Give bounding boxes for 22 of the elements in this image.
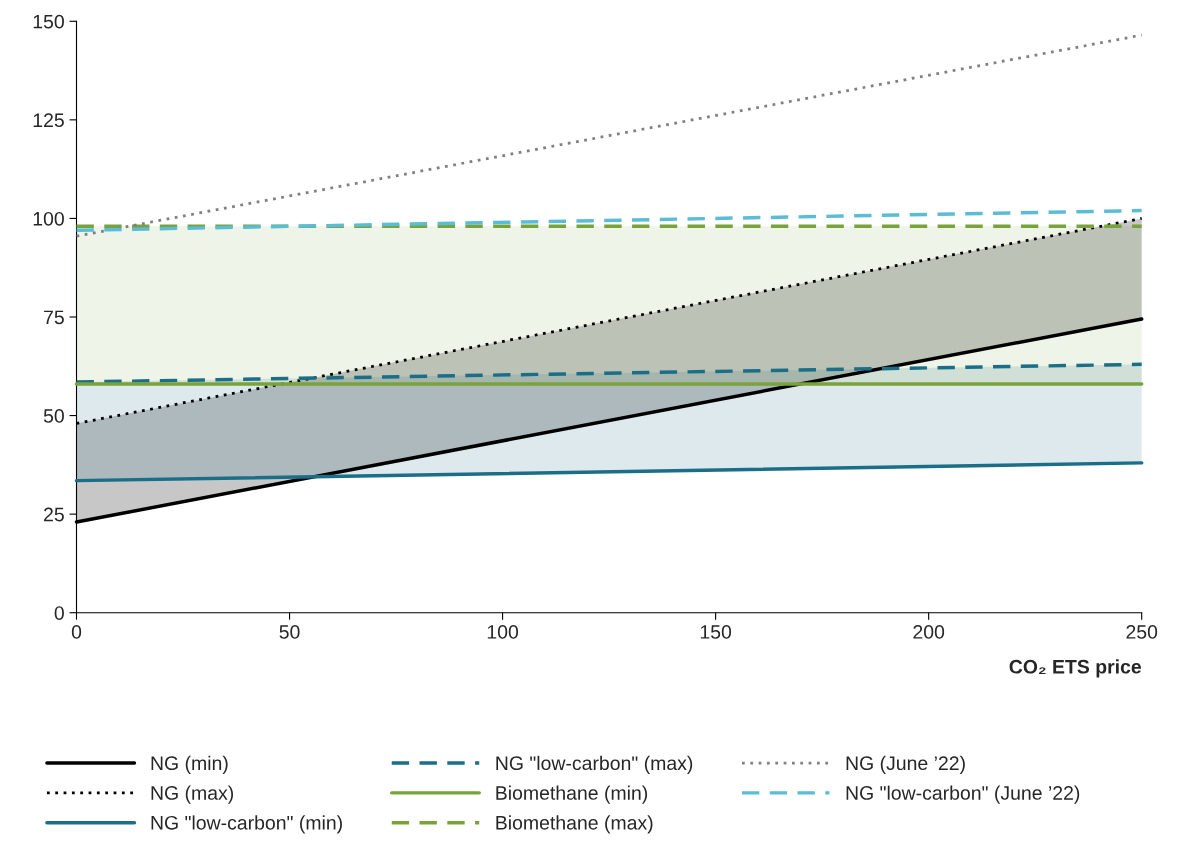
x-tick-label: 150 bbox=[700, 625, 732, 639]
y-tick-label: 50 bbox=[43, 409, 64, 423]
legend-label: NG (max) bbox=[151, 785, 234, 804]
x-tick-label: 100 bbox=[487, 625, 519, 639]
x-tick-label: 250 bbox=[1126, 625, 1158, 639]
y-tick-label: 100 bbox=[33, 211, 64, 226]
legend-label: NG "low-carbon" (max) bbox=[496, 755, 693, 774]
y-tick-label: 125 bbox=[33, 113, 64, 128]
legend-label: NG (min) bbox=[151, 755, 228, 774]
y-tick-label: 150 bbox=[33, 14, 64, 29]
legend-label: Biomethane (max) bbox=[496, 815, 653, 834]
y-tick-label: 0 bbox=[54, 606, 64, 620]
x-axis-title: CO₂ ETS price bbox=[1009, 659, 1142, 678]
x-tick-label: 0 bbox=[71, 625, 82, 639]
legend-label: NG (June ’22) bbox=[846, 755, 965, 774]
legend-label: NG "low-carbon" (min) bbox=[151, 815, 342, 834]
legend-label: Biomethane (min) bbox=[496, 785, 648, 804]
y-tick-label: 75 bbox=[44, 310, 64, 325]
x-tick-label: 200 bbox=[913, 625, 945, 639]
x-tick-label: 50 bbox=[279, 625, 300, 639]
y-tick-label: 25 bbox=[44, 507, 64, 522]
legend-label: NG "low-carbon" (June ’22) bbox=[846, 785, 1080, 804]
